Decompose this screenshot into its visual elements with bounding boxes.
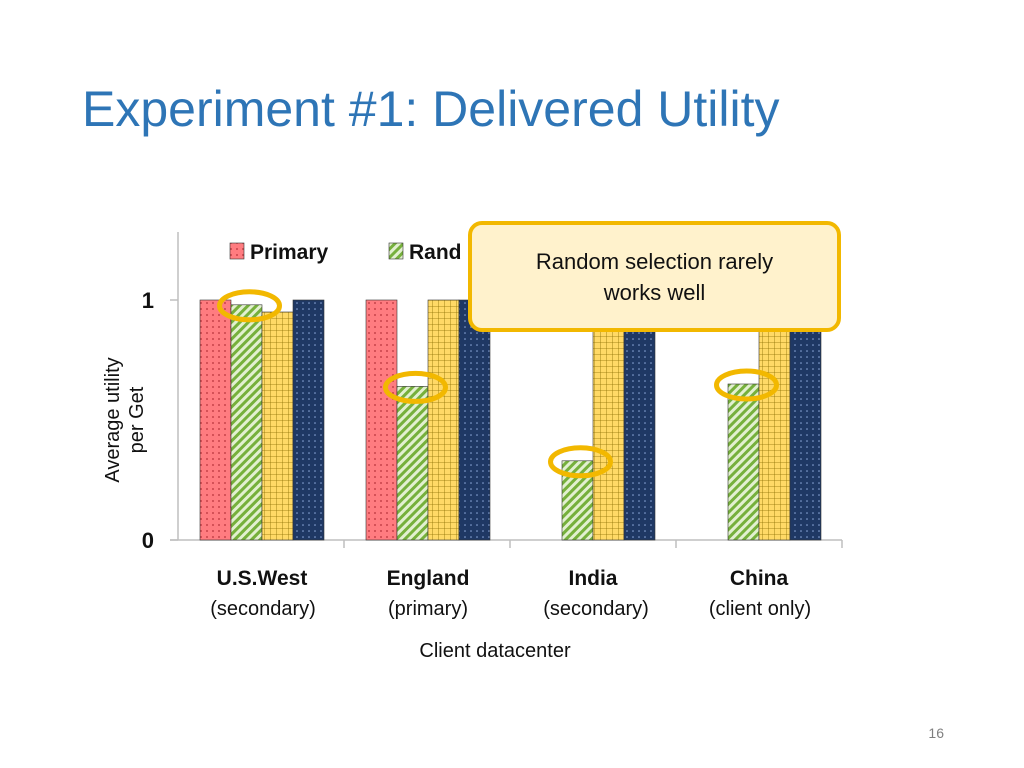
bar-series-4 <box>458 299 491 541</box>
bar-primary <box>199 299 232 541</box>
highlight-ellipse <box>383 370 448 404</box>
x-tick-label: U.S.West <box>217 567 308 590</box>
x-tick-label: India <box>568 567 617 590</box>
bar-series-3 <box>427 299 460 541</box>
bar-random <box>727 383 760 541</box>
highlight-ellipse <box>714 368 779 402</box>
page-number: 16 <box>928 725 944 741</box>
legend-label: Rand <box>409 241 462 264</box>
y-axis-label-line: Average utility <box>102 357 124 483</box>
bar-series-4 <box>789 299 822 541</box>
bar-series-3 <box>758 299 791 541</box>
category-subtitle: (secondary) <box>210 598 316 620</box>
y-tick-label: 0 <box>142 528 154 553</box>
bar-series-4 <box>292 299 325 541</box>
x-tick-label: England <box>387 567 470 590</box>
category-subtitle: (primary) <box>388 598 468 620</box>
bar-series-3 <box>592 299 625 541</box>
bar-series-4 <box>623 299 656 541</box>
legend-swatch <box>229 242 245 260</box>
bar-random <box>396 386 429 541</box>
bar-primary <box>365 299 398 541</box>
legend-label: Primary <box>250 241 329 264</box>
category-subtitle: (client only) <box>708 598 812 620</box>
callout-box: Random selection rarely works well <box>468 221 841 332</box>
y-axis-label-line: per Get <box>126 386 148 454</box>
highlight-ellipse <box>217 289 282 323</box>
callout-text: Random selection rarely works well <box>535 248 774 305</box>
x-axis-label: Client datacenter <box>419 640 571 662</box>
bar-random <box>230 304 263 541</box>
highlight-ellipse <box>548 445 613 479</box>
slide-title: Experiment #1: Delivered Utility <box>82 81 780 137</box>
y-axis-label: Average utility per Get <box>101 357 149 482</box>
y-tick-label: 1 <box>142 288 154 313</box>
x-tick-label: China <box>730 567 789 590</box>
bar-series-3 <box>261 311 294 541</box>
category-subtitle: (secondary) <box>543 598 649 620</box>
legend-swatch <box>388 242 404 260</box>
